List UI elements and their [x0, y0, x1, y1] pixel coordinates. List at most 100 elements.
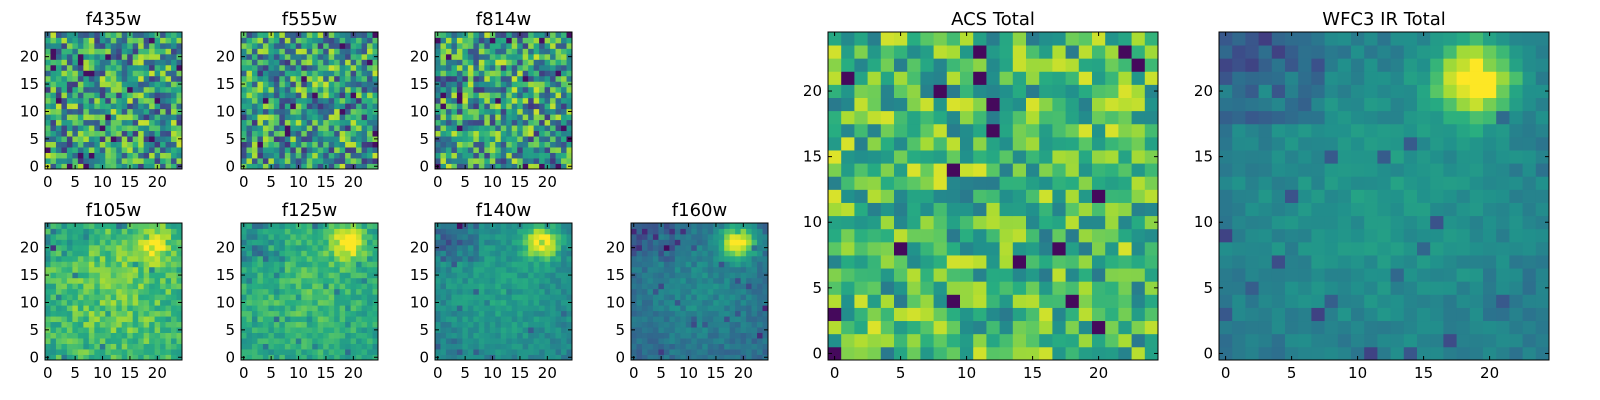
- heatmap-cell: [138, 103, 145, 110]
- heatmap-cell: [658, 321, 665, 328]
- heatmap-cell: [323, 75, 330, 82]
- heatmap-cell: [334, 163, 341, 170]
- heatmap-cell: [312, 244, 319, 251]
- heatmap-cell: [105, 86, 112, 93]
- heatmap-cell: [735, 338, 741, 344]
- heatmap-cell: [301, 288, 308, 295]
- heatmap-cell: [345, 53, 351, 60]
- heatmap-cell: [495, 338, 502, 344]
- heatmap-cell: [356, 228, 362, 235]
- heatmap-cell: [528, 152, 535, 159]
- heatmap-cell: [1105, 268, 1119, 282]
- heatmap-cell: [757, 277, 763, 284]
- heatmap-cell: [241, 92, 247, 99]
- heatmap-cell: [506, 130, 513, 137]
- heatmap-cell: [702, 255, 709, 262]
- heatmap-cell: [561, 332, 567, 339]
- heatmap-cell: [323, 53, 330, 60]
- heatmap-cell: [451, 147, 458, 153]
- heatmap-cell: [1118, 215, 1132, 230]
- heatmap-cell: [533, 255, 540, 262]
- heatmap-cell: [262, 233, 269, 240]
- heatmap-cell: [138, 316, 145, 323]
- heatmap-cell: [61, 130, 68, 137]
- heatmap-cell: [973, 189, 987, 203]
- heatmap-cell: [83, 37, 90, 44]
- heatmap-cell: [121, 261, 128, 268]
- heatmap-cell: [544, 332, 551, 339]
- heatmap-cell: [290, 354, 297, 361]
- heatmap-cell: [246, 152, 253, 159]
- heatmap-cell: [45, 310, 51, 317]
- heatmap-cell: [55, 294, 62, 301]
- heatmap-cell: [960, 268, 974, 282]
- heatmap-cell: [257, 75, 264, 82]
- heatmap-cell: [77, 70, 84, 77]
- heatmap-cell: [440, 321, 447, 328]
- heatmap-cell: [149, 228, 155, 235]
- heatmap-cell: [566, 114, 573, 121]
- heatmap-cell: [647, 283, 654, 290]
- heatmap-cell: [555, 53, 562, 60]
- heatmap-cell: [960, 294, 974, 308]
- heatmap-cell: [473, 125, 480, 132]
- heatmap-cell: [268, 332, 275, 339]
- heatmap-cell: [372, 261, 379, 268]
- heatmap-cell: [539, 152, 545, 159]
- heatmap-cell: [273, 136, 280, 142]
- heatmap-cell: [290, 152, 297, 159]
- heatmap-cell: [356, 288, 362, 295]
- heatmap-cell: [251, 310, 258, 317]
- heatmap-cell: [246, 108, 253, 115]
- heatmap-cell: [517, 327, 524, 333]
- heatmap-cell: [257, 147, 264, 153]
- heatmap-cell: [334, 327, 341, 333]
- heatmap-cell: [522, 266, 529, 273]
- heatmap-cell: [61, 316, 68, 323]
- heatmap-cell: [641, 294, 648, 301]
- heatmap-cell: [867, 150, 882, 164]
- heatmap-cell: [462, 316, 469, 323]
- heatmap-cell: [61, 114, 68, 121]
- heatmap-cell: [160, 147, 166, 153]
- heatmap-cell: [735, 239, 741, 246]
- heatmap-cell: [735, 223, 741, 229]
- heatmap-cell: [160, 261, 166, 268]
- heatmap-cell: [735, 305, 741, 312]
- heatmap-cell: [317, 310, 324, 317]
- heatmap-cell: [372, 158, 379, 164]
- heatmap-cell: [301, 141, 308, 148]
- heatmap-cell: [462, 37, 469, 44]
- heatmap-cell: [478, 136, 485, 142]
- heatmap-cell: [489, 332, 496, 339]
- heatmap-cell: [867, 255, 882, 269]
- heatmap-cell: [674, 261, 681, 268]
- heatmap-cell: [94, 53, 101, 60]
- heatmap-cell: [489, 136, 496, 142]
- heatmap-cell: [636, 338, 643, 344]
- heatmap-cell: [334, 130, 341, 137]
- heatmap-cell: [121, 239, 128, 246]
- heatmap-cell: [257, 294, 264, 301]
- heatmap-cell: [165, 294, 172, 301]
- heatmap-cell: [149, 354, 155, 361]
- heatmap-cell: [171, 354, 177, 361]
- heatmap-cell: [451, 53, 458, 60]
- heatmap-cell: [312, 294, 319, 301]
- heatmap-cell: [154, 305, 161, 312]
- heatmap-cell: [960, 189, 974, 203]
- heatmap-cell: [312, 228, 319, 235]
- heatmap-cell: [251, 316, 258, 323]
- heatmap-cell: [1144, 202, 1159, 217]
- heatmap-cell: [171, 37, 177, 44]
- heatmap-cell: [946, 255, 961, 269]
- axes-frame: [434, 222, 573, 361]
- heatmap-cell: [652, 244, 659, 251]
- heatmap-cell: [45, 59, 51, 66]
- heatmap-cell: [176, 141, 183, 148]
- heatmap-cell: [467, 108, 474, 115]
- heatmap-cell: [160, 321, 166, 328]
- heatmap-cell: [533, 266, 540, 273]
- heatmap-cell: [539, 64, 545, 71]
- heatmap-cell: [121, 81, 128, 88]
